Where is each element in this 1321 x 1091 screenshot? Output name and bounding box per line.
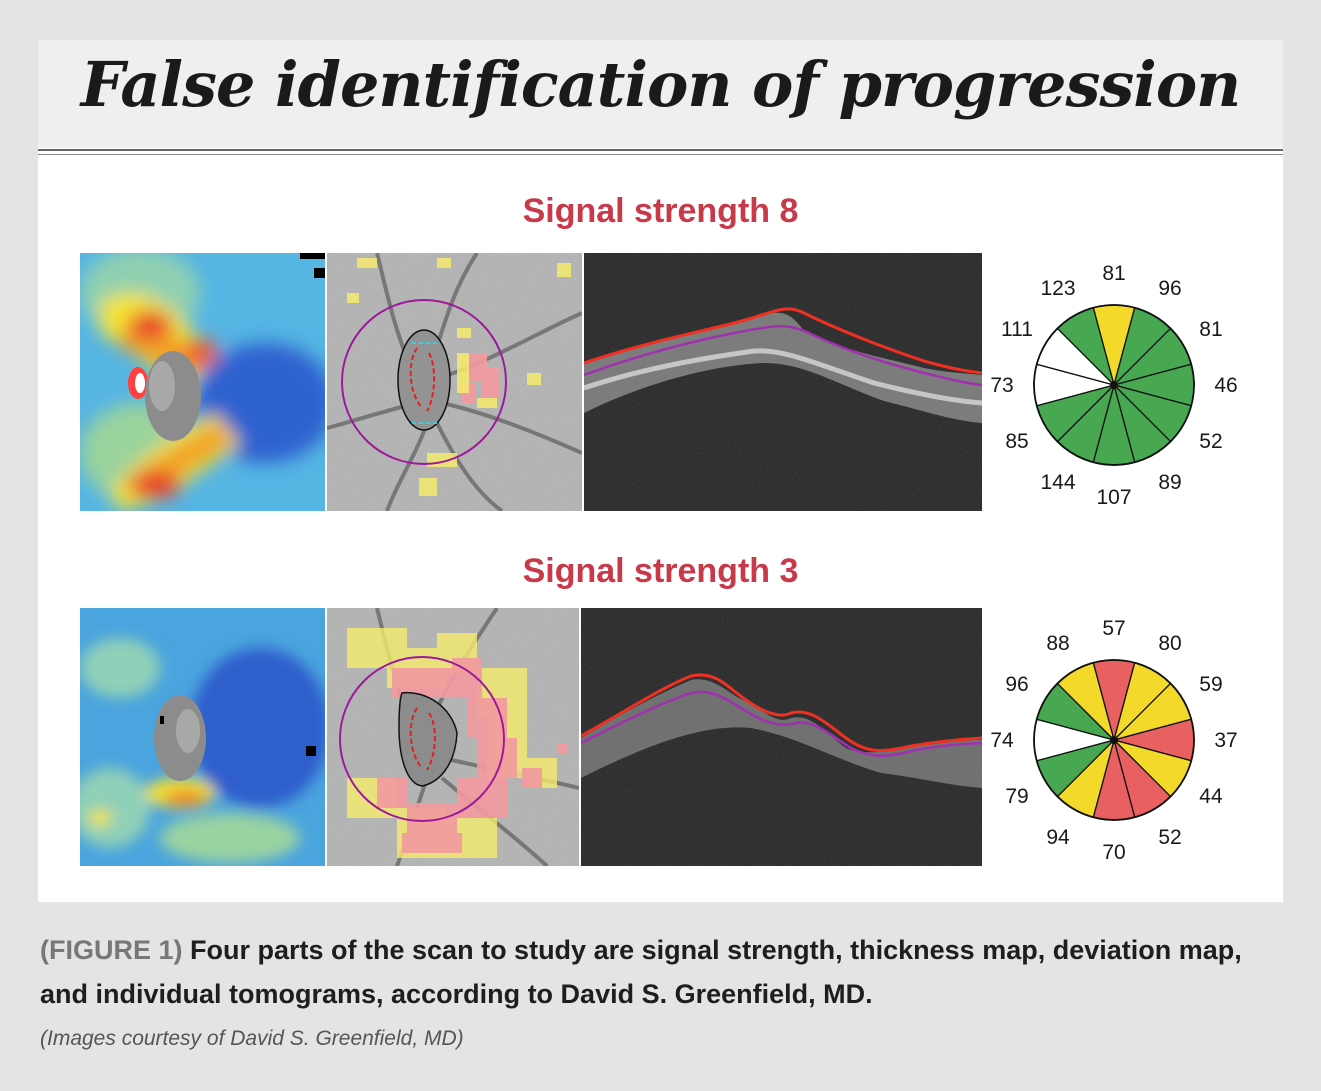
sector-value-label: 59 — [1199, 673, 1222, 696]
sector-diagram-signal-8: 81 96 81 46 52 89 107 144 85 73 111 123 — [984, 253, 1240, 511]
sector-outline — [1033, 659, 1195, 821]
figure-label: (FIGURE 1) — [40, 935, 183, 965]
sector-diagram-signal-3: 57 80 59 37 44 52 70 94 79 74 96 88 — [984, 608, 1240, 866]
sector-value-label: 52 — [1199, 430, 1222, 453]
title-rule — [38, 149, 1283, 151]
sector-value-label: 79 — [1005, 785, 1028, 808]
tomogram — [584, 253, 982, 511]
row-title-signal-8: Signal strength 8 — [522, 192, 799, 230]
scan-row-signal-8: 81 96 81 46 52 89 107 144 85 73 111 123 — [80, 253, 1240, 511]
sector-value-label: 37 — [1214, 729, 1237, 752]
sector-value-label: 96 — [1005, 673, 1028, 696]
sector-value-label: 57 — [1102, 617, 1125, 640]
thickness-map — [80, 253, 325, 511]
sector-value-label: 74 — [990, 729, 1014, 752]
sector-value-label: 107 — [1096, 486, 1131, 509]
sector-value-label: 96 — [1158, 277, 1181, 300]
sector-value-label: 70 — [1102, 841, 1125, 864]
row-title-signal-3: Signal strength 3 — [522, 552, 799, 590]
sector-value-label: 123 — [1040, 277, 1075, 300]
sector-value-label: 81 — [1102, 262, 1125, 285]
sector-value-label: 44 — [1199, 785, 1223, 808]
sector-value-label: 80 — [1158, 632, 1181, 655]
figure-title: False identification of progression — [80, 48, 1242, 121]
sector-center-dot — [1110, 381, 1118, 389]
sector-value-label: 111 — [1001, 318, 1033, 341]
title-rule-thin — [38, 154, 1283, 155]
sector-chart: 57 80 59 37 44 52 70 94 79 74 96 88 — [990, 617, 1237, 864]
sector-outline — [1033, 304, 1195, 466]
figure-caption: (FIGURE 1) Four parts of the scan to stu… — [40, 928, 1280, 1016]
sector-chart: 81 96 81 46 52 89 107 144 85 73 111 123 — [990, 262, 1237, 509]
thickness-map — [80, 608, 325, 866]
sector-value-label: 52 — [1158, 826, 1181, 849]
sector-value-label: 46 — [1214, 374, 1237, 397]
sector-value-label: 144 — [1040, 471, 1075, 494]
sector-value-label: 81 — [1199, 318, 1222, 341]
deviation-map — [327, 608, 579, 866]
title-band: False identification of progression — [38, 40, 1283, 148]
scan-row-signal-3: 57 80 59 37 44 52 70 94 79 74 96 88 — [80, 608, 1240, 866]
caption-text: Four parts of the scan to study are sign… — [40, 935, 1242, 1009]
sector-value-label: 85 — [1005, 430, 1028, 453]
sector-value-label: 73 — [990, 374, 1013, 397]
sector-value-label: 88 — [1046, 632, 1069, 655]
tomogram — [581, 608, 982, 866]
sector-value-label: 94 — [1046, 826, 1070, 849]
sector-value-label: 89 — [1158, 471, 1181, 494]
figure-panel: False identification of progression Sign… — [38, 40, 1283, 902]
deviation-map — [327, 253, 582, 511]
image-credit: (Images courtesy of David S. Greenfield,… — [40, 1027, 464, 1050]
sector-center-dot — [1110, 736, 1118, 744]
